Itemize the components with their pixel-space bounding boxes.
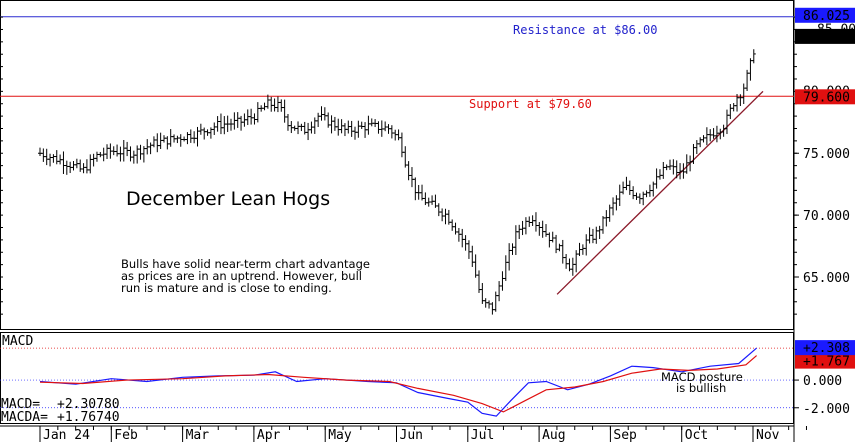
macd-tick-label: 0.000	[803, 374, 842, 389]
month-tick-label: Apr	[257, 428, 281, 442]
month-tick-label: Oct	[685, 428, 708, 442]
macd-annotation-line-2: is bullish	[676, 381, 726, 395]
month-tick-label: Sep	[613, 428, 637, 442]
month-tick-label: Nov	[756, 428, 780, 442]
month-tick-label: Jul	[471, 428, 494, 442]
note-line-3: run is mature and is close to ending.	[121, 281, 332, 295]
macda-tag-box	[795, 353, 855, 369]
macda-line	[39, 355, 757, 413]
resistance-tag-label: 86.025	[803, 9, 850, 24]
last-price-tag-label: 84.400	[803, 30, 850, 45]
macd-tag-box	[795, 340, 855, 356]
macd-annotation-line-1: MACD posture	[661, 370, 743, 384]
macd-panel-label: MACD	[2, 334, 33, 349]
resistance-label: Resistance at $86.00	[513, 23, 658, 37]
macd-tick-label: -2.000	[803, 402, 850, 417]
axis-layer: 65.00070.00075.00085.00080.00086.02584.4…	[0, 7, 855, 442]
chart-title: December Lean Hogs	[126, 188, 330, 210]
macda-readout-value: +1.76740	[57, 410, 120, 425]
month-tick-label: Aug	[542, 428, 565, 442]
macd-readout-name: MACD=	[1, 397, 40, 412]
macd-readout-value: +2.30780	[57, 397, 120, 412]
macd-tag-label: +2.308	[803, 341, 850, 356]
support-tag-label: 79.600	[803, 90, 850, 105]
month-tick-label: May	[328, 428, 352, 442]
macd-layer	[0, 347, 794, 417]
month-tick-label: Jan 24	[43, 428, 90, 442]
macd-line	[39, 347, 757, 417]
price-tick-label: 65.000	[803, 271, 850, 286]
note-line-1: Bulls have solid near-term chart advanta…	[121, 257, 370, 271]
support-tag-box	[795, 89, 855, 105]
price-tick-label: 70.000	[803, 209, 850, 224]
note-line-2: as prices are in an uptrend. However, bu…	[121, 269, 362, 283]
month-tick-label: Feb	[114, 428, 138, 442]
price-bar	[751, 49, 756, 64]
macda-tag-label: +1.767	[803, 355, 850, 370]
uptrend-line	[556, 90, 764, 295]
price-layer	[0, 16, 794, 315]
last-price-tag-box	[795, 28, 855, 44]
month-tick-label: Mar	[186, 428, 210, 442]
resistance-tag-box	[795, 7, 855, 23]
price-tick-label: 75.000	[803, 147, 850, 162]
month-tick-label: Jun	[400, 428, 423, 442]
macda-readout-name: MACDA=	[1, 410, 48, 425]
support-label: Support at $79.60	[469, 97, 592, 111]
